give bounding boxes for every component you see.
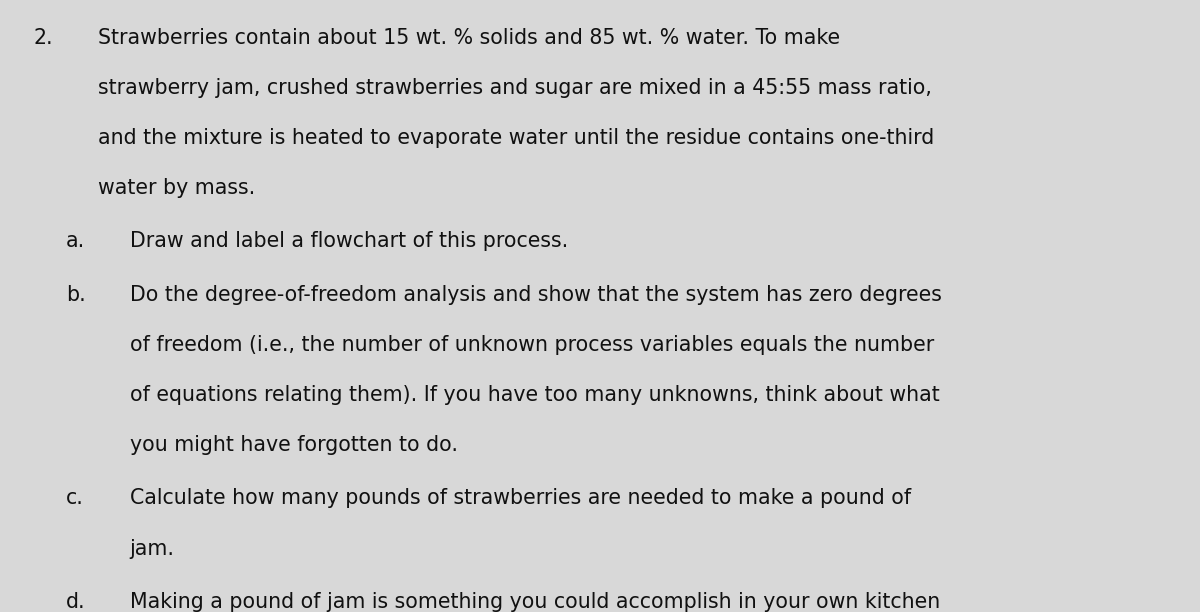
Text: Do the degree-of-freedom analysis and show that the system has zero degrees: Do the degree-of-freedom analysis and sh… xyxy=(130,285,942,305)
Text: Making a pound of jam is something you could accomplish in your own kitchen: Making a pound of jam is something you c… xyxy=(130,592,940,612)
Text: a.: a. xyxy=(66,231,85,252)
Text: Draw and label a flowchart of this process.: Draw and label a flowchart of this proce… xyxy=(130,231,568,252)
Text: jam.: jam. xyxy=(130,539,175,559)
Text: of equations relating them). If you have too many unknowns, think about what: of equations relating them). If you have… xyxy=(130,385,940,405)
Text: Strawberries contain about 15 wt. % solids and 85 wt. % water. To make: Strawberries contain about 15 wt. % soli… xyxy=(98,28,840,48)
Text: you might have forgotten to do.: you might have forgotten to do. xyxy=(130,435,457,455)
Text: c.: c. xyxy=(66,488,84,509)
Text: of freedom (i.e., the number of unknown process variables equals the number: of freedom (i.e., the number of unknown … xyxy=(130,335,934,355)
Text: strawberry jam, crushed strawberries and sugar are mixed in a 45:55 mass ratio,: strawberry jam, crushed strawberries and… xyxy=(98,78,932,98)
Text: 2.: 2. xyxy=(34,28,53,48)
Text: d.: d. xyxy=(66,592,85,612)
Text: Calculate how many pounds of strawberries are needed to make a pound of: Calculate how many pounds of strawberrie… xyxy=(130,488,911,509)
Text: b.: b. xyxy=(66,285,85,305)
Text: and the mixture is heated to evaporate water until the residue contains one-thir: and the mixture is heated to evaporate w… xyxy=(98,128,935,148)
Text: water by mass.: water by mass. xyxy=(98,178,256,198)
